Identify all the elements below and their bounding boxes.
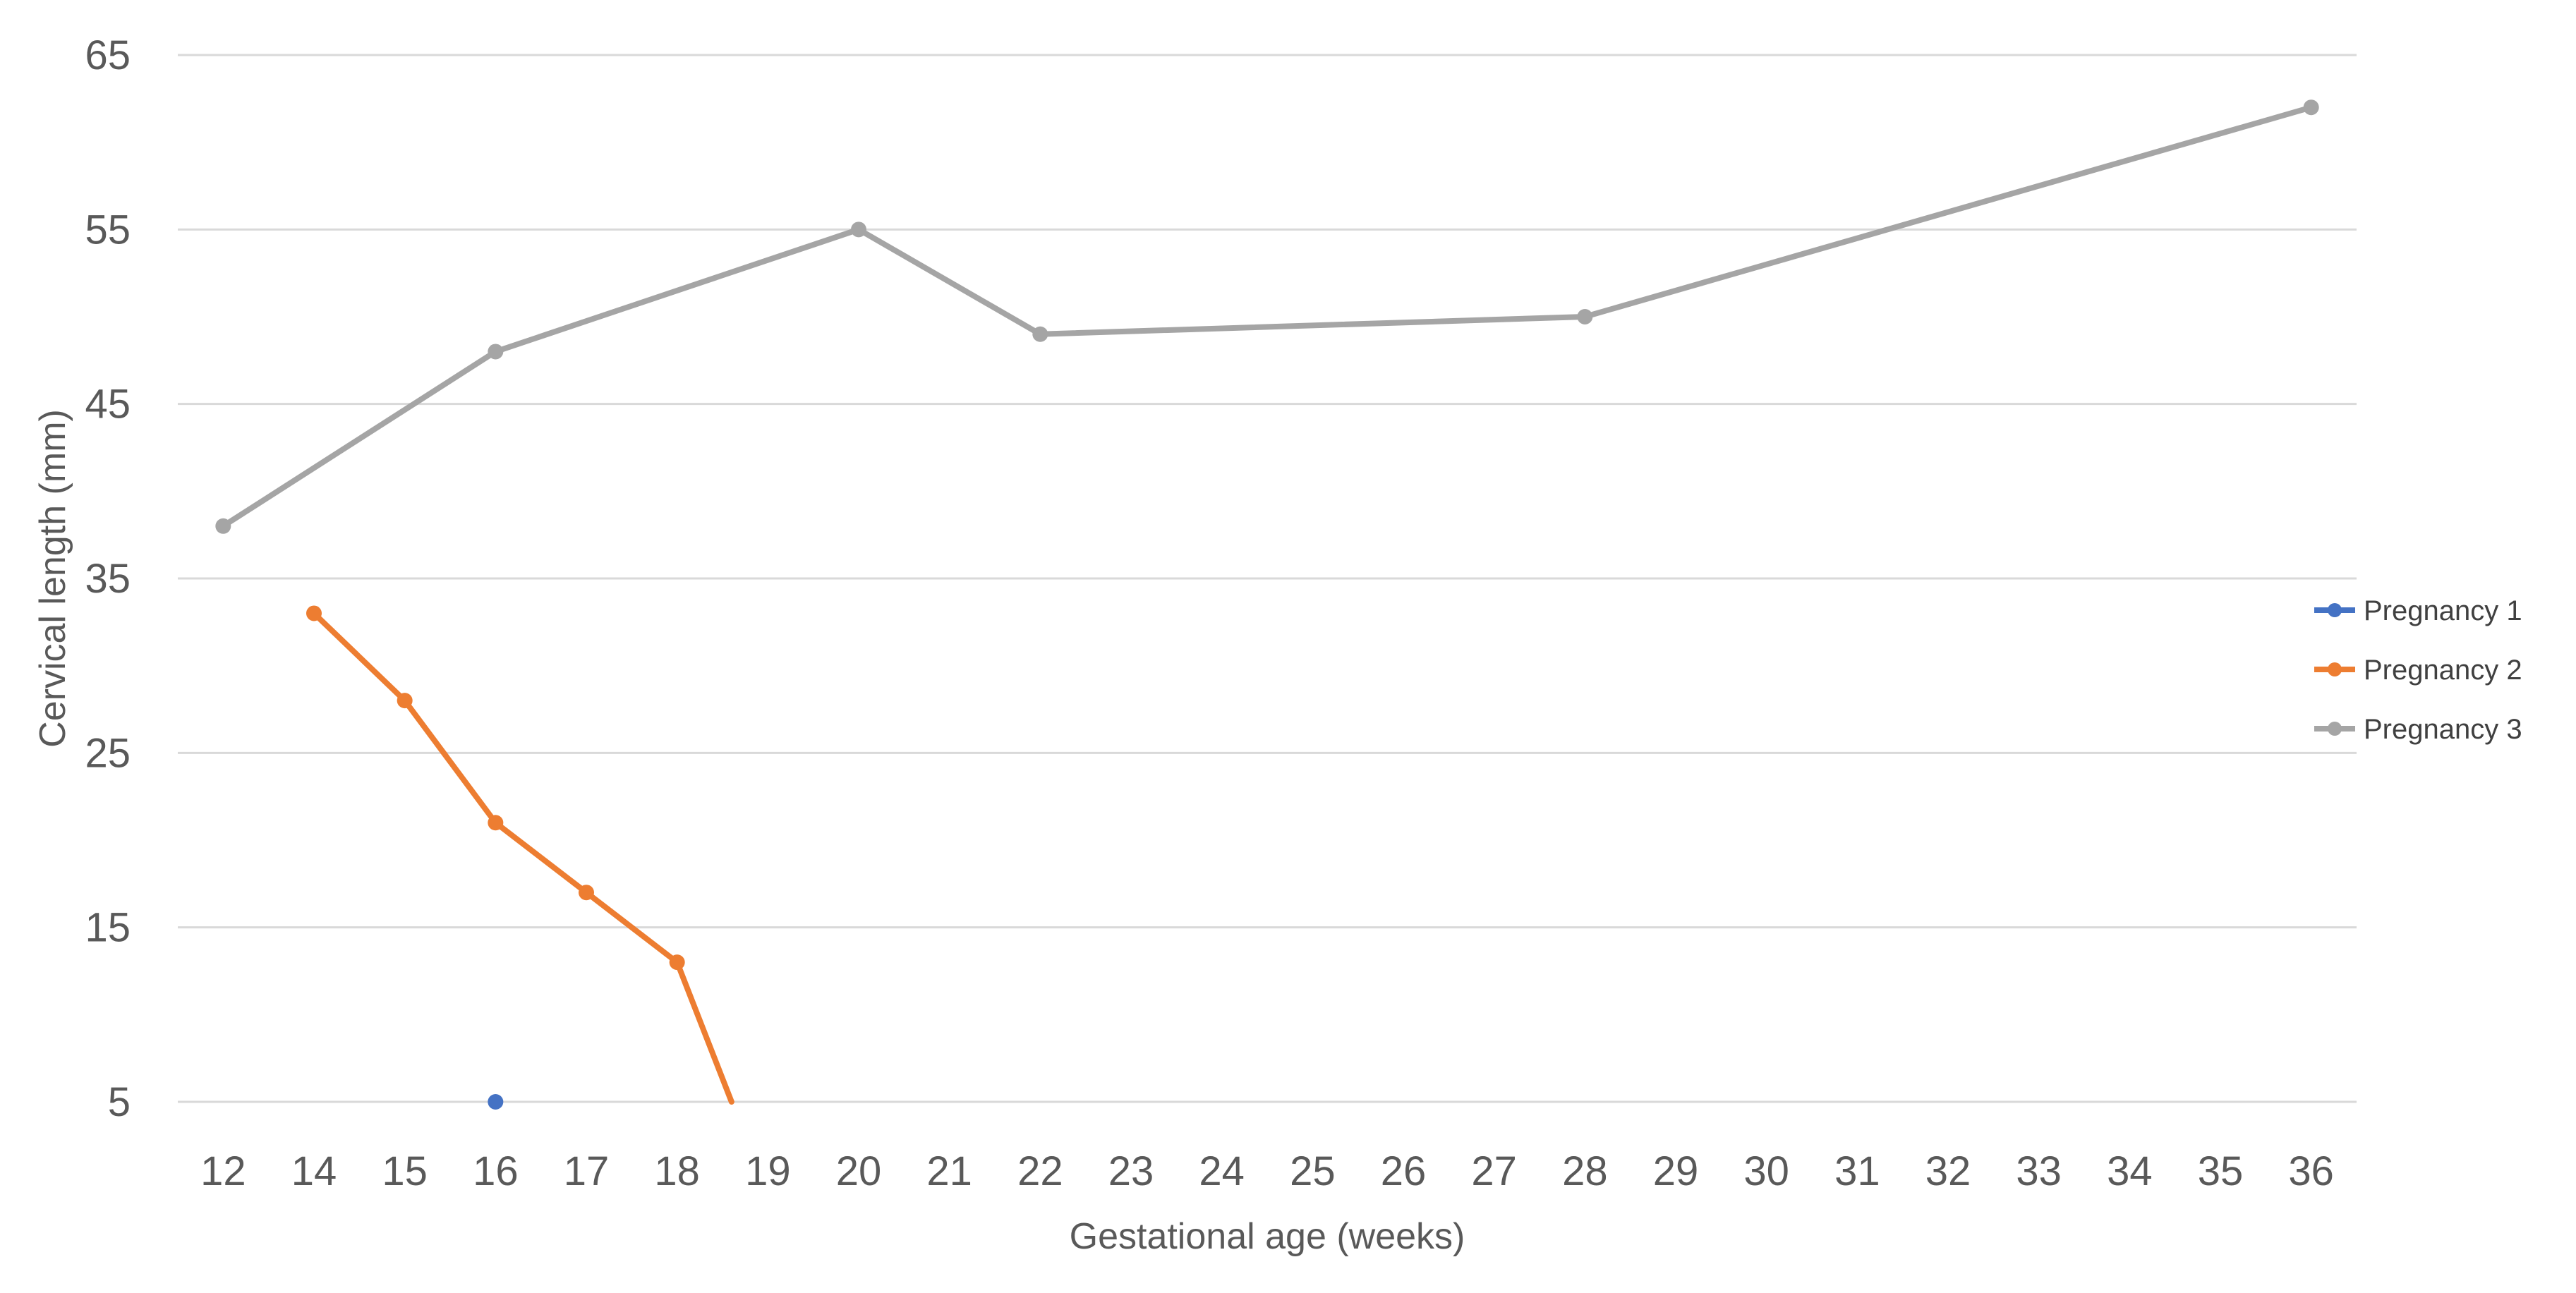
x-tick-label: 29 — [1653, 1148, 1699, 1194]
data-point — [488, 344, 504, 360]
y-tick-label: 35 — [85, 556, 131, 602]
x-tick-label: 34 — [2107, 1148, 2153, 1194]
y-tick-label: 45 — [85, 382, 131, 427]
series-group — [215, 99, 2319, 1110]
legend-item: Pregnancy 2 — [2314, 655, 2522, 686]
y-tick-label: 55 — [85, 207, 131, 253]
x-axis-title: Gestational age (weeks) — [1070, 1216, 1465, 1257]
data-point — [1032, 326, 1048, 342]
gridlines — [178, 54, 2357, 1103]
x-tick-label: 14 — [291, 1148, 337, 1194]
legend-marker — [2328, 722, 2342, 736]
series-line — [311, 610, 734, 1105]
legend-label: Pregnancy 2 — [2364, 655, 2522, 686]
x-tick-label: 24 — [1199, 1148, 1245, 1194]
x-tick-label: 36 — [2288, 1148, 2334, 1194]
x-tick-label: 19 — [745, 1148, 791, 1194]
x-tick-label: 32 — [1925, 1148, 1971, 1194]
data-point — [669, 954, 685, 971]
y-axis-title: Cervical length (mm) — [32, 409, 73, 748]
data-point — [1577, 309, 1593, 324]
x-tick-label: 12 — [200, 1148, 246, 1194]
legend: Pregnancy 1 Pregnancy 2 Pregnancy 3 — [2314, 595, 2522, 745]
series-line — [220, 104, 2314, 529]
series-pregnancy-3 — [215, 99, 2319, 534]
x-tick-label: 23 — [1108, 1148, 1154, 1194]
x-tick-label: 20 — [836, 1148, 882, 1194]
data-point — [851, 221, 866, 238]
data-point — [579, 885, 594, 901]
x-tick-label: 28 — [1562, 1148, 1608, 1194]
x-tick-label: 18 — [654, 1148, 700, 1194]
data-point — [488, 1094, 504, 1110]
x-tick-label: 30 — [1743, 1148, 1789, 1194]
axes: 5 15 25 35 45 55 65 12 14 15 16 17 18 19 20 21 22 23 24 25 2… — [85, 32, 2333, 1194]
x-tick-label: 25 — [1290, 1148, 1336, 1194]
x-tick-label: 21 — [926, 1148, 972, 1194]
series-pregnancy-2 — [306, 605, 734, 1105]
data-point — [215, 518, 231, 534]
x-tick-label: 33 — [2016, 1148, 2062, 1194]
series-pregnancy-1 — [488, 1094, 504, 1110]
y-tick-label: 65 — [85, 32, 131, 78]
x-tick-label: 35 — [2198, 1148, 2244, 1194]
data-point — [306, 605, 322, 621]
data-point — [397, 693, 413, 709]
legend-item: Pregnancy 3 — [2314, 714, 2522, 745]
data-point — [2303, 99, 2319, 116]
legend-item: Pregnancy 1 — [2314, 595, 2522, 626]
legend-label: Pregnancy 3 — [2364, 714, 2522, 745]
x-tick-label: 17 — [564, 1148, 610, 1194]
legend-marker — [2328, 603, 2342, 617]
x-tick-label: 16 — [473, 1148, 519, 1194]
y-tick-label: 15 — [85, 905, 131, 951]
y-tick-label: 5 — [108, 1079, 131, 1125]
x-tick-label: 31 — [1834, 1148, 1880, 1194]
x-tick-label: 22 — [1017, 1148, 1063, 1194]
legend-marker — [2328, 662, 2342, 676]
y-tick-label: 25 — [85, 730, 131, 776]
x-tick-label: 15 — [382, 1148, 428, 1194]
x-tick-label: 27 — [1471, 1148, 1517, 1194]
x-tick-label: 26 — [1381, 1148, 1427, 1194]
data-point — [488, 815, 504, 831]
legend-label: Pregnancy 1 — [2364, 595, 2522, 626]
